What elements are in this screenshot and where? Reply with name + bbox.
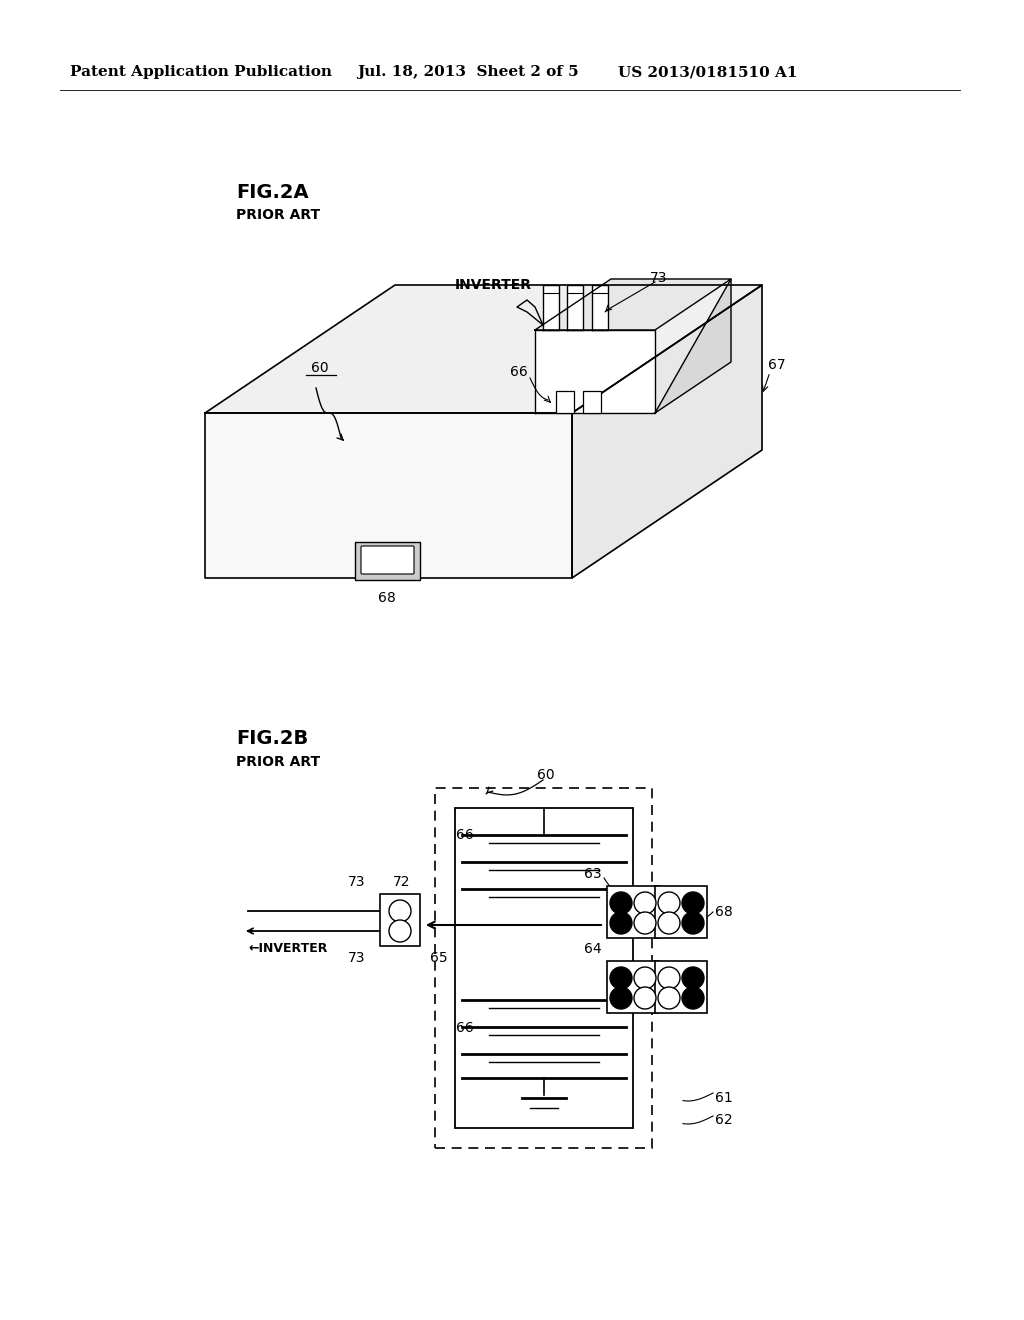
FancyBboxPatch shape: [355, 543, 420, 579]
Text: 65: 65: [430, 950, 447, 965]
Text: 73: 73: [347, 875, 365, 888]
Text: 67: 67: [768, 358, 785, 372]
Circle shape: [658, 968, 680, 989]
Text: 60: 60: [311, 360, 329, 375]
Text: 60: 60: [538, 768, 555, 781]
Bar: [556, 391, 574, 413]
Polygon shape: [572, 285, 762, 578]
Circle shape: [634, 968, 656, 989]
Circle shape: [658, 892, 680, 913]
Text: Patent Application Publication: Patent Application Publication: [70, 65, 332, 79]
Text: FIG.2B: FIG.2B: [236, 729, 308, 747]
Bar: [607, 886, 659, 939]
Bar: [655, 886, 707, 939]
Text: 73: 73: [650, 271, 668, 285]
Text: 66: 66: [510, 366, 528, 379]
Bar: [455, 808, 633, 1129]
Circle shape: [610, 892, 632, 913]
Bar: [583, 391, 601, 413]
Text: 63: 63: [585, 867, 602, 880]
Circle shape: [682, 912, 705, 935]
Polygon shape: [567, 285, 583, 330]
Text: 66: 66: [456, 828, 474, 842]
Circle shape: [610, 912, 632, 935]
Polygon shape: [535, 330, 655, 413]
Bar: [655, 961, 707, 1012]
Circle shape: [682, 892, 705, 913]
Polygon shape: [535, 279, 731, 330]
Circle shape: [389, 900, 411, 921]
Circle shape: [658, 987, 680, 1008]
Text: 66: 66: [456, 1020, 474, 1035]
Text: 73: 73: [347, 950, 365, 965]
Circle shape: [634, 912, 656, 935]
Polygon shape: [205, 413, 572, 578]
Circle shape: [610, 968, 632, 989]
Bar: [380, 894, 420, 946]
Circle shape: [682, 968, 705, 989]
Text: FIG.2A: FIG.2A: [236, 182, 308, 202]
Text: INVERTER: INVERTER: [455, 279, 532, 292]
Polygon shape: [592, 285, 608, 330]
Text: 62: 62: [715, 1113, 732, 1127]
Text: PRIOR ART: PRIOR ART: [236, 755, 321, 770]
Text: 64: 64: [585, 942, 602, 956]
Polygon shape: [655, 279, 731, 413]
Circle shape: [682, 987, 705, 1008]
Text: Jul. 18, 2013  Sheet 2 of 5: Jul. 18, 2013 Sheet 2 of 5: [357, 65, 579, 79]
Text: US 2013/0181510 A1: US 2013/0181510 A1: [618, 65, 798, 79]
Text: PRIOR ART: PRIOR ART: [236, 209, 321, 222]
Polygon shape: [205, 285, 762, 413]
Circle shape: [634, 892, 656, 913]
Text: 72: 72: [393, 875, 411, 888]
FancyBboxPatch shape: [361, 546, 414, 574]
Text: 68: 68: [715, 906, 733, 919]
Circle shape: [389, 920, 411, 942]
Text: 68: 68: [378, 591, 396, 605]
Circle shape: [610, 987, 632, 1008]
Polygon shape: [543, 285, 559, 330]
Bar: [435, 788, 652, 1148]
Circle shape: [634, 987, 656, 1008]
Text: 61: 61: [715, 1092, 733, 1105]
Text: ←INVERTER: ←INVERTER: [248, 942, 328, 956]
Bar: [607, 961, 659, 1012]
Circle shape: [658, 912, 680, 935]
